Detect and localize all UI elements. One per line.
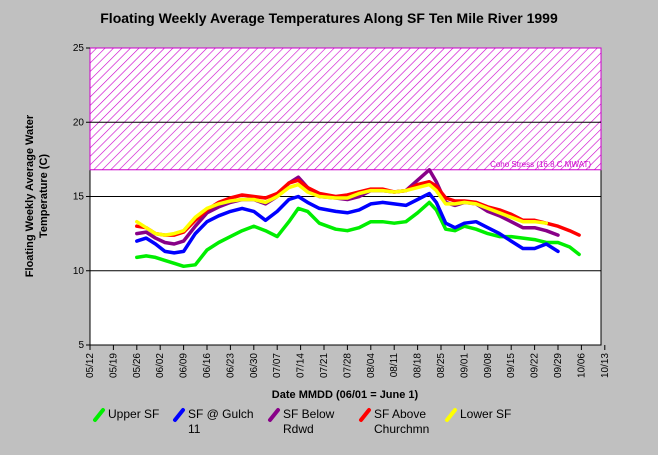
y-tick-label: 25	[73, 43, 85, 54]
series-line-1	[135, 191, 560, 255]
x-tick-label: 09/29	[553, 353, 564, 378]
legend-label-2-line2: Rdwd	[283, 422, 314, 436]
x-tick-label: 05/26	[132, 353, 143, 378]
x-tick-label: 08/04	[366, 353, 377, 378]
legend-swatch-1	[173, 408, 185, 422]
x-tick-label: 05/12	[85, 353, 96, 378]
y-tick-label: 15	[73, 192, 85, 203]
x-tick-label: 09/08	[483, 353, 494, 378]
legend-label-1: SF @ Gulch	[188, 407, 254, 421]
x-tick-label: 08/18	[413, 353, 424, 378]
series-line-4	[135, 182, 549, 237]
x-tick-label: 05/19	[108, 353, 119, 378]
x-tick-label: 06/09	[179, 353, 190, 378]
x-tick-label: 09/01	[459, 353, 470, 378]
y-tick-label: 5	[78, 340, 84, 351]
legend-label-4: Lower SF	[460, 407, 511, 421]
x-tick-label: 09/22	[530, 353, 541, 378]
legend-swatch-3	[359, 408, 371, 422]
x-tick-label: 07/21	[319, 353, 330, 378]
y-tick-label: 10	[73, 266, 85, 277]
legend-swatch-2	[268, 408, 280, 422]
x-tick-label: 10/06	[576, 353, 587, 378]
x-tick-label: 07/28	[342, 353, 353, 378]
x-tick-label: 07/07	[272, 353, 283, 378]
legend-label-2: SF Below	[283, 407, 335, 421]
x-tick-label: 06/23	[225, 353, 236, 378]
chart-title: Floating Weekly Average Temperatures Alo…	[100, 10, 558, 26]
coho-stress-label: Coho Stress (16.8 C MWAT)	[490, 160, 591, 169]
y-axis-label-line2: Temperature (C)	[38, 154, 50, 238]
legend-label-3: SF Above	[374, 407, 426, 421]
coho-stress-band	[89, 47, 602, 171]
x-tick-label: 06/30	[249, 353, 260, 378]
x-axis-label: Date MMDD (06/01 = June 1)	[272, 389, 419, 401]
legend-label-1-line2: 11	[188, 422, 201, 436]
y-tick-label: 20	[73, 117, 85, 128]
x-tick-label: 06/16	[202, 353, 213, 378]
legend-label-0: Upper SF	[108, 407, 159, 421]
x-tick-label: 06/02	[155, 353, 166, 378]
x-tick-label: 08/11	[389, 353, 400, 378]
y-axis-label-line1: Floating Weekly Average Water	[24, 114, 36, 277]
legend-swatch-0	[93, 408, 105, 422]
x-tick-label: 09/15	[506, 353, 517, 378]
legend-swatch-4	[445, 408, 457, 422]
x-tick-label: 07/14	[296, 353, 307, 378]
legend-label-3-line2: Churchmn	[374, 422, 429, 436]
x-tick-label: 10/13	[600, 353, 611, 378]
x-tick-label: 08/25	[436, 353, 447, 378]
